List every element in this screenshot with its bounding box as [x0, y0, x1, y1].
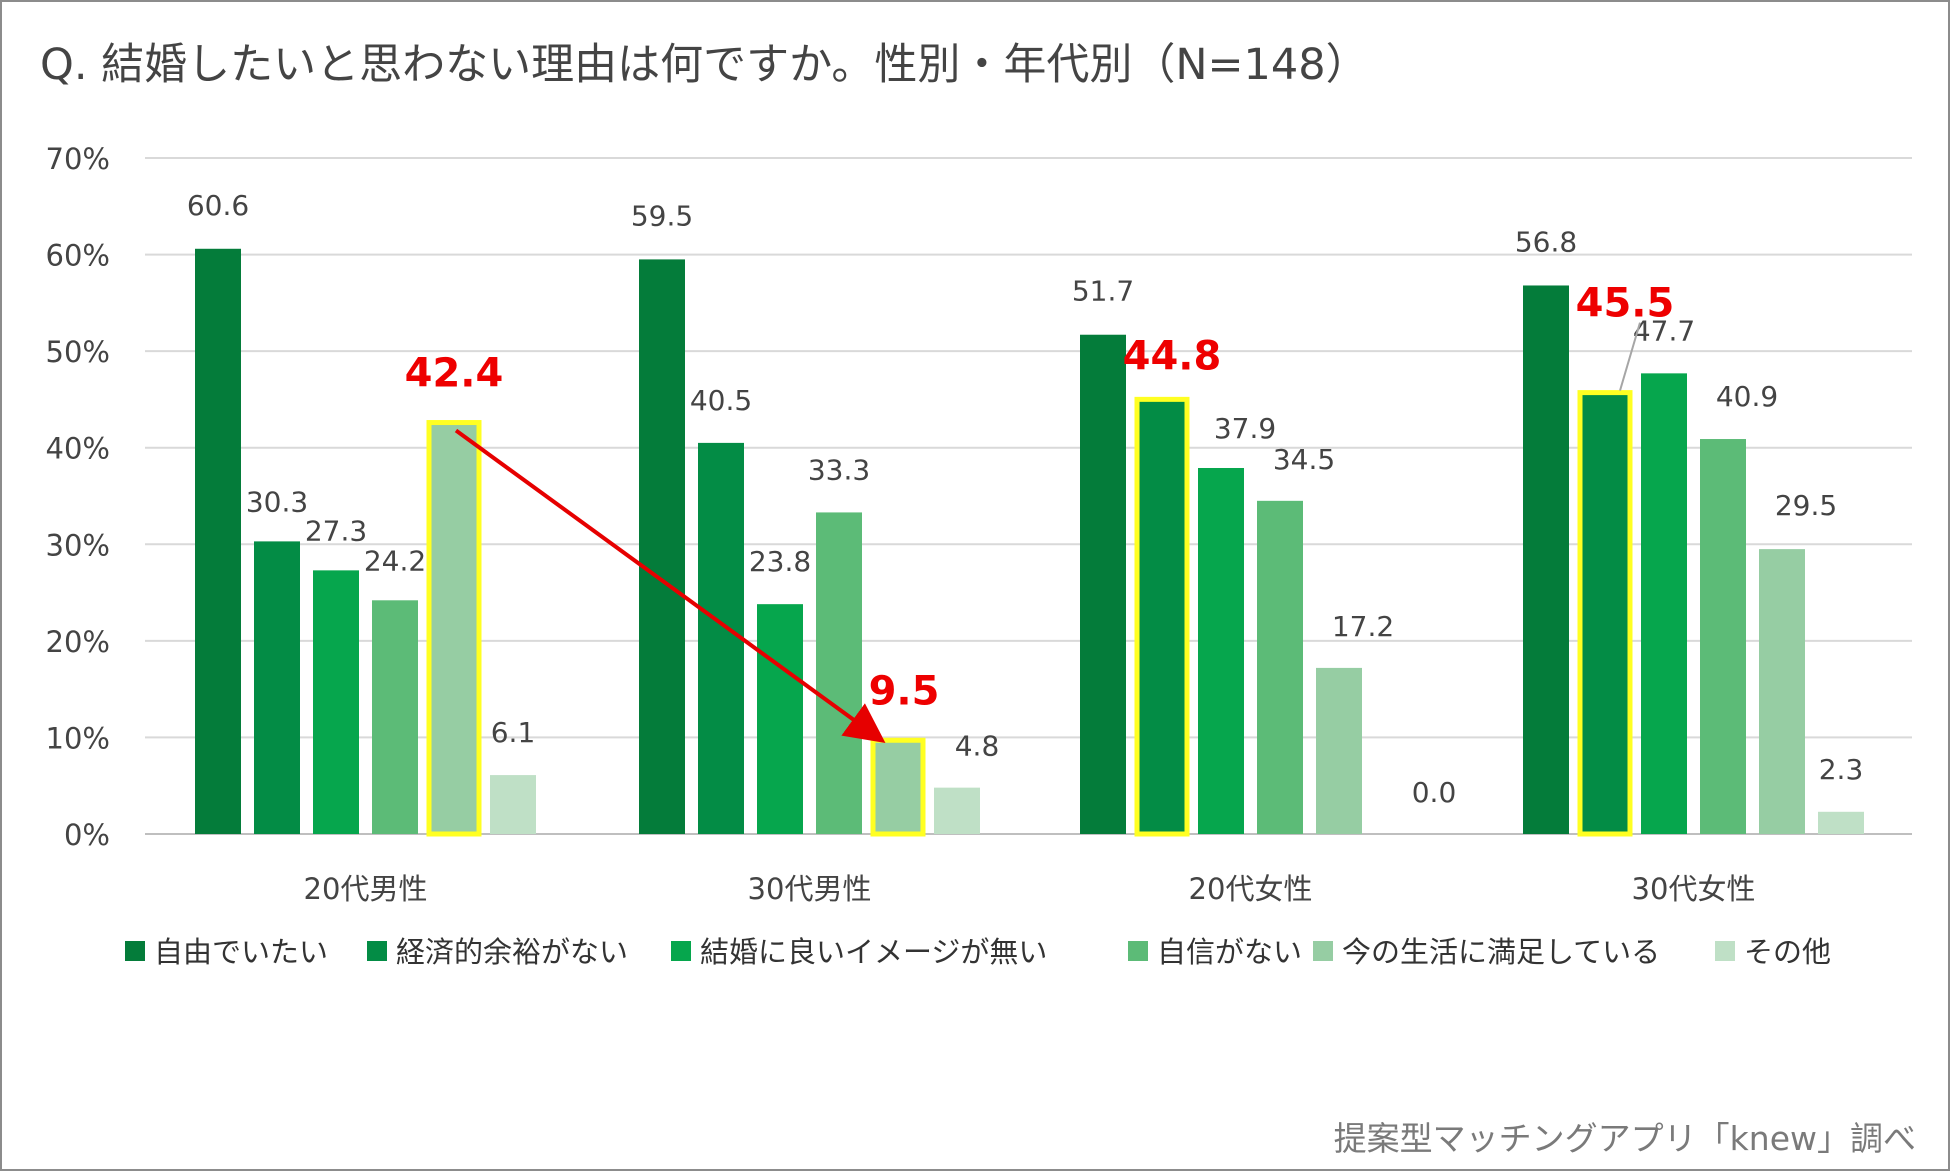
bar: [1523, 285, 1569, 835]
bar: [372, 600, 418, 834]
value-label: 33.3: [808, 453, 870, 486]
legend-label: 結婚に良いイメージが無い: [700, 935, 1047, 969]
legend-label: その他: [1744, 935, 1831, 969]
bar: [313, 570, 359, 834]
value-label: 37.9: [1214, 412, 1276, 445]
bar: [875, 742, 921, 834]
highlight-box: [426, 420, 482, 837]
bar: [254, 541, 300, 834]
value-label: 24.2: [364, 544, 426, 577]
legend-swatch: [671, 941, 691, 961]
bar: [816, 512, 862, 834]
value-label: 0.0: [1412, 776, 1457, 809]
value-label: 27.3: [305, 514, 367, 547]
value-label: 40.9: [1716, 380, 1778, 413]
y-tick-label: 20%: [46, 625, 110, 659]
bar: [1316, 667, 1362, 834]
legend-swatch: [367, 941, 387, 961]
highlight-value-label: 45.5: [1576, 281, 1675, 327]
value-label: 29.5: [1775, 489, 1837, 522]
value-label: 17.2: [1332, 610, 1394, 643]
highlight-value-label: 42.4: [405, 351, 504, 397]
y-tick-label: 50%: [46, 335, 110, 369]
bar: [639, 259, 685, 834]
bar: [1700, 439, 1746, 834]
legend-label: 自由でいたい: [154, 935, 328, 969]
x-category-label: 30代女性: [1632, 872, 1756, 906]
legend-label: 自信がない: [1157, 935, 1302, 969]
bar: [1080, 334, 1126, 834]
legend-swatch: [1313, 941, 1333, 961]
highlight-value-label: 44.8: [1123, 333, 1222, 379]
value-label: 4.8: [955, 730, 1000, 763]
value-label: 60.6: [187, 189, 249, 222]
legend-swatch: [1715, 941, 1735, 961]
value-label: 34.5: [1273, 443, 1335, 476]
source-note: 提案型マッチングアプリ「knew」調べ: [1333, 1119, 1916, 1158]
bar: [934, 787, 980, 834]
bar: [698, 442, 744, 834]
bar: [1759, 549, 1805, 834]
value-label: 40.5: [690, 384, 752, 417]
y-tick-label: 0%: [64, 818, 110, 852]
bar: [490, 775, 536, 834]
trend-arrow: [454, 428, 886, 743]
bar: [195, 248, 241, 834]
y-tick-label: 30%: [46, 528, 110, 562]
y-tick-label: 70%: [46, 142, 110, 176]
value-label: 47.7: [1633, 314, 1695, 347]
y-tick-label: 60%: [46, 239, 110, 273]
x-category-label: 20代女性: [1189, 872, 1313, 906]
bar: [1198, 467, 1244, 834]
highlight-value-label: 9.5: [869, 668, 940, 714]
bar: [1818, 811, 1864, 834]
value-label: 51.7: [1072, 275, 1134, 308]
value-label: 2.3: [1819, 753, 1864, 786]
bar: [757, 604, 803, 834]
highlight-box: [870, 737, 926, 837]
x-category-label: 20代男性: [304, 872, 428, 906]
bar: [1139, 401, 1185, 834]
value-label: 23.8: [749, 545, 811, 578]
legend-swatch: [125, 941, 145, 961]
value-label: 59.5: [631, 199, 693, 232]
value-label: 56.8: [1515, 225, 1577, 258]
value-label: 30.3: [246, 485, 308, 518]
y-tick-label: 40%: [46, 432, 110, 466]
value-label: 6.1: [491, 716, 536, 749]
bar: [1257, 500, 1303, 834]
legend-label: 今の生活に満足している: [1342, 935, 1660, 969]
x-category-label: 30代男性: [748, 872, 872, 906]
bar: [1641, 373, 1687, 834]
legend-label: 経済的余裕がない: [396, 935, 628, 969]
bar: [431, 424, 477, 834]
bar: [1582, 394, 1628, 834]
y-tick-label: 10%: [46, 721, 110, 755]
highlight-box: [1577, 390, 1633, 837]
highlight-box: [1134, 396, 1190, 837]
legend-swatch: [1128, 941, 1148, 961]
chart-title: Q. 結婚したいと思わない理由は何ですか。性別・年代別（N=148）: [40, 40, 1369, 90]
leader-line: [1619, 322, 1641, 391]
